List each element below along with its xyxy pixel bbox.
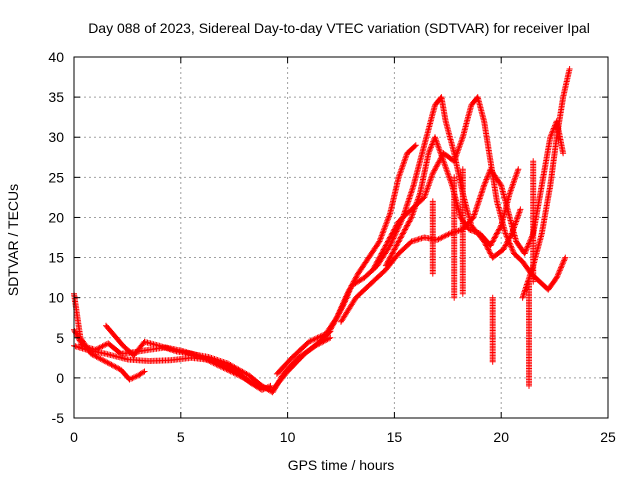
series-spike-3 — [459, 166, 466, 297]
x-tick-label: 15 — [387, 429, 403, 445]
series-spike-5 — [526, 278, 532, 389]
y-tick-label: 30 — [48, 129, 64, 145]
series-marker-path — [489, 294, 496, 365]
series-trace-4 — [103, 322, 334, 396]
y-tick-label: 5 — [56, 330, 64, 346]
series-spike-1 — [429, 198, 436, 277]
series-trace-10 — [519, 66, 573, 301]
series-marker-path — [526, 278, 532, 389]
series-marker-path — [451, 174, 458, 301]
series-marker-path — [103, 322, 334, 396]
y-tick-label: 10 — [48, 290, 64, 306]
series-spike-4 — [489, 294, 496, 365]
series-marker-path — [71, 290, 148, 383]
x-tick-label: 20 — [493, 429, 509, 445]
series-marker-path — [370, 94, 569, 293]
ticks — [73, 56, 609, 419]
y-tick-label: 25 — [48, 169, 64, 185]
x-tick-label: 5 — [177, 429, 185, 445]
y-axis-label: SDTVAR / TECUs — [5, 184, 21, 296]
y-tick-label: 15 — [48, 250, 64, 266]
data-marks — [71, 66, 573, 396]
x-tick-label: 25 — [600, 429, 616, 445]
x-tick-label: 10 — [280, 429, 296, 445]
series-spike-6 — [530, 158, 537, 285]
y-tick-label: 0 — [56, 370, 64, 386]
y-tick-label: 20 — [48, 209, 64, 225]
chart-title: Day 088 of 2023, Sidereal Day-to-day VTE… — [88, 20, 590, 36]
x-tick-label: 0 — [70, 429, 78, 445]
series-trace-1 — [71, 290, 148, 383]
series-spike-2 — [451, 174, 458, 301]
series-marker-path — [459, 166, 466, 297]
x-axis-label: GPS time / hours — [288, 457, 395, 473]
y-tick-label: 35 — [48, 89, 64, 105]
series-marker-path — [530, 158, 537, 285]
plot-frame — [73, 56, 609, 419]
y-tick-labels: -5 0 5 10 15 20 25 30 35 40 — [48, 49, 64, 426]
series-marker-path — [429, 198, 436, 277]
y-tick-label: -5 — [52, 410, 65, 426]
y-tick-label: 40 — [48, 49, 64, 65]
series-marker-path — [519, 66, 573, 301]
series-trace-8 — [370, 94, 569, 293]
x-tick-labels: 0 5 10 15 20 25 — [70, 429, 616, 445]
